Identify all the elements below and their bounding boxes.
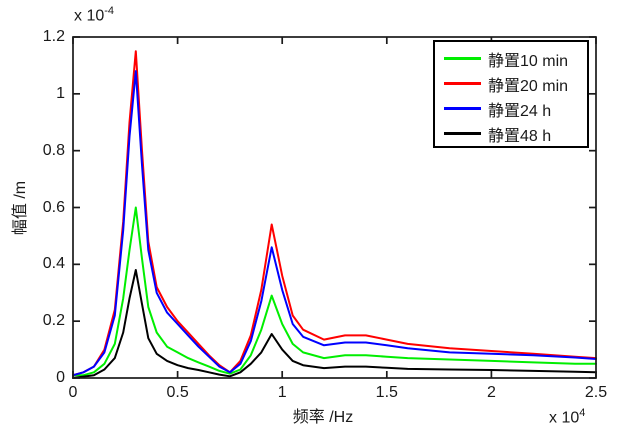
y-tick-label: 1 — [56, 84, 65, 102]
y-tick-label: 1.2 — [42, 28, 65, 45]
series-line-1 — [72, 206, 597, 377]
legend-label-24h: 静置24 h — [488, 102, 552, 120]
y-tick-label: 0 — [56, 369, 65, 386]
y-multiplier-base: x 10 — [74, 7, 105, 25]
legend-item-24h: 静置24 h — [435, 96, 587, 121]
legend-label-20min: 静置20 min — [488, 77, 569, 95]
legend-line-swatch-green — [444, 57, 481, 60]
x-tick-label: 2 — [486, 384, 496, 401]
y-tick-label: 0.8 — [42, 141, 65, 159]
legend-line-swatch-black — [444, 132, 481, 135]
y-tick-label: 0.4 — [42, 255, 65, 273]
legend-line-swatch-blue — [444, 107, 481, 110]
legend-item-10min: 静置10 min — [435, 46, 587, 71]
x-tick-label: 1 — [277, 384, 287, 401]
x-multiplier-base: x 10 — [549, 409, 580, 427]
legend-label-48h: 静置48 h — [488, 127, 552, 145]
x-multiplier-exponent: 4 — [579, 407, 586, 419]
y-tick-label: 0.6 — [42, 198, 65, 216]
x-tick-label: 0 — [68, 384, 78, 401]
x-tick-label: 1.5 — [375, 384, 398, 401]
series-line-4 — [72, 269, 597, 379]
legend-box: 静置10 min 静置20 min 静置24 h 静置48 h — [433, 40, 589, 148]
x-tick-label: 2.5 — [584, 384, 608, 401]
legend-line-swatch-red — [444, 82, 481, 85]
y-axis-multiplier: x 10-4 — [74, 5, 114, 25]
y-multiplier-exponent: -4 — [104, 5, 115, 17]
y-tick-label: 0.2 — [42, 312, 65, 330]
legend-label-10min: 静置10 min — [488, 52, 569, 70]
x-tick-label: 0.5 — [166, 384, 189, 401]
legend-item-48h: 静置48 h — [435, 121, 587, 146]
x-axis-label: 频率 /Hz — [292, 409, 354, 426]
series-line-3 — [72, 70, 597, 377]
legend-item-20min: 静置20 min — [435, 71, 587, 96]
x-axis-multiplier: x 104 — [549, 407, 585, 427]
